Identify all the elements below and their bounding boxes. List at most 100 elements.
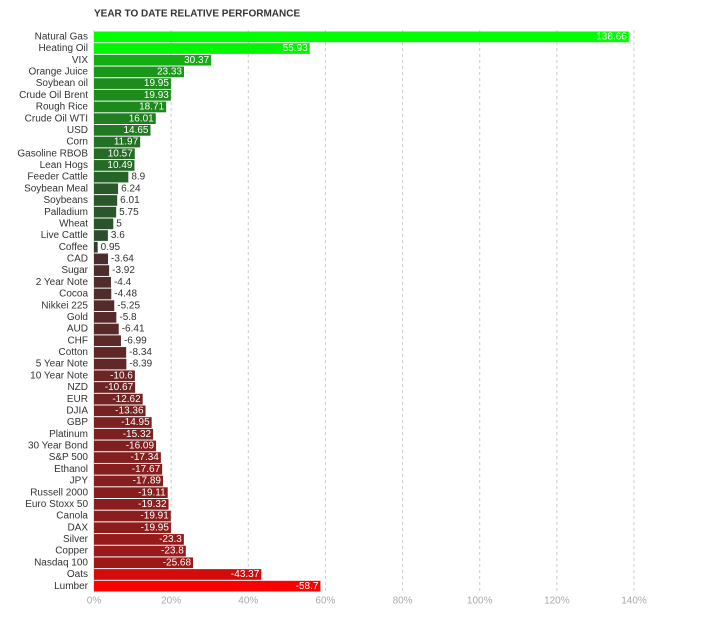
- value-label: 0.95: [101, 242, 121, 253]
- bar: [94, 382, 136, 393]
- y-tick-label: Crude Oil WTI: [25, 113, 88, 124]
- y-tick-label: EUR: [67, 394, 88, 405]
- x-tick-label: 20%: [161, 596, 181, 607]
- x-tick-label: 60%: [315, 596, 335, 607]
- bar: [94, 405, 146, 417]
- y-tick-label: Gold: [67, 312, 88, 323]
- bar: [94, 136, 141, 148]
- value-label: 19.95: [144, 78, 169, 89]
- bar: [94, 148, 135, 160]
- value-label: -8.39: [129, 359, 152, 370]
- bar: [94, 534, 184, 545]
- bar: [94, 183, 119, 195]
- bar: [94, 206, 117, 218]
- bar: [94, 428, 154, 440]
- bar: [94, 31, 629, 43]
- y-tick-label: Canola: [56, 511, 88, 522]
- y-tick-label: Palladium: [44, 207, 88, 218]
- bar: [94, 335, 121, 347]
- y-tick-label: NZD: [67, 382, 88, 393]
- bar: [94, 54, 212, 66]
- bar: [94, 113, 156, 124]
- y-tick-label: Nasdaq 100: [34, 557, 88, 568]
- bar: [94, 370, 135, 382]
- value-label: -4.4: [114, 277, 132, 288]
- y-tick-label: Euro Stoxx 50: [25, 499, 88, 510]
- value-label: -4.48: [114, 289, 137, 300]
- y-tick-label: 5 Year Note: [36, 359, 89, 370]
- y-tick-label: AUD: [67, 324, 88, 335]
- value-label: -19.32: [138, 499, 167, 510]
- y-tick-label: Soybean Meal: [24, 183, 88, 194]
- bar: [94, 43, 310, 54]
- x-tick-label: 100%: [467, 596, 493, 607]
- bar: [94, 300, 115, 311]
- y-tick-label: Sugar: [61, 265, 88, 276]
- bar: [94, 452, 161, 463]
- value-label: 10.57: [108, 148, 133, 159]
- y-tick-label: Natural Gas: [35, 31, 88, 42]
- y-tick-label: Copper: [55, 546, 88, 557]
- bar: [94, 218, 114, 230]
- bar: [94, 66, 184, 78]
- y-tick-label: Soybean oil: [36, 78, 88, 89]
- value-label: 30.37: [184, 55, 209, 66]
- bar: [94, 323, 119, 335]
- y-tick-label: Russell 2000: [30, 487, 88, 498]
- y-tick-label: Feeder Cattle: [27, 172, 88, 183]
- value-label: 18.71: [139, 102, 164, 113]
- y-tick-label: VIX: [72, 55, 88, 66]
- y-tick-label: Nikkei 225: [41, 300, 88, 311]
- value-label: -5.8: [119, 312, 137, 323]
- bar: [94, 440, 157, 452]
- y-tick-label: USD: [67, 125, 88, 136]
- bar: [94, 510, 171, 522]
- bar: [94, 417, 152, 428]
- bar: [94, 463, 163, 475]
- y-tick-label: Lumber: [54, 581, 89, 592]
- value-label: -23.8: [161, 546, 184, 557]
- y-tick-label: CAD: [67, 254, 88, 265]
- value-label: -10.6: [110, 370, 133, 381]
- bar: [94, 241, 98, 253]
- x-tick-label: 0%: [87, 596, 102, 607]
- value-label: -13.36: [115, 405, 144, 416]
- y-tick-label: S&P 500: [49, 452, 89, 463]
- y-tick-label: JPY: [70, 476, 89, 487]
- bar: [94, 78, 171, 89]
- value-label: -19.91: [140, 511, 169, 522]
- value-label: 14.65: [123, 125, 148, 136]
- value-label: -17.34: [131, 452, 160, 463]
- y-tick-label: 2 Year Note: [36, 277, 89, 288]
- y-tick-label: Corn: [66, 137, 88, 148]
- bar: [94, 499, 169, 510]
- y-tick-label: Cotton: [59, 347, 88, 358]
- value-label: -25.68: [163, 557, 192, 568]
- y-tick-label: GBP: [67, 417, 88, 428]
- bar: [94, 522, 171, 534]
- y-tick-label: 30 Year Bond: [28, 441, 88, 452]
- y-tick-label: Ethanol: [54, 464, 88, 475]
- value-label: -17.67: [132, 464, 161, 475]
- value-label: 6.01: [120, 195, 140, 206]
- bar: [94, 487, 168, 498]
- value-label: -12.62: [112, 394, 141, 405]
- value-label: -6.99: [124, 335, 147, 346]
- y-tick-label: 10 Year Note: [30, 370, 88, 381]
- value-label: -10.67: [105, 382, 134, 393]
- x-tick-label: 40%: [238, 596, 258, 607]
- y-tick-label: Crude Oil Brent: [19, 90, 88, 101]
- bar: [94, 312, 117, 323]
- bar: [94, 195, 118, 206]
- value-label: -16.09: [126, 441, 155, 452]
- bar: [94, 475, 164, 487]
- y-tick-label: Soybeans: [44, 195, 88, 206]
- bar: [94, 160, 135, 171]
- value-label: -19.11: [138, 487, 166, 498]
- y-tick-label: Oats: [67, 569, 88, 580]
- value-label: -6.41: [122, 324, 145, 335]
- value-label: -58.7: [296, 581, 319, 592]
- y-tick-label: Gasoline RBOB: [17, 148, 88, 159]
- value-label: -17.89: [133, 476, 162, 487]
